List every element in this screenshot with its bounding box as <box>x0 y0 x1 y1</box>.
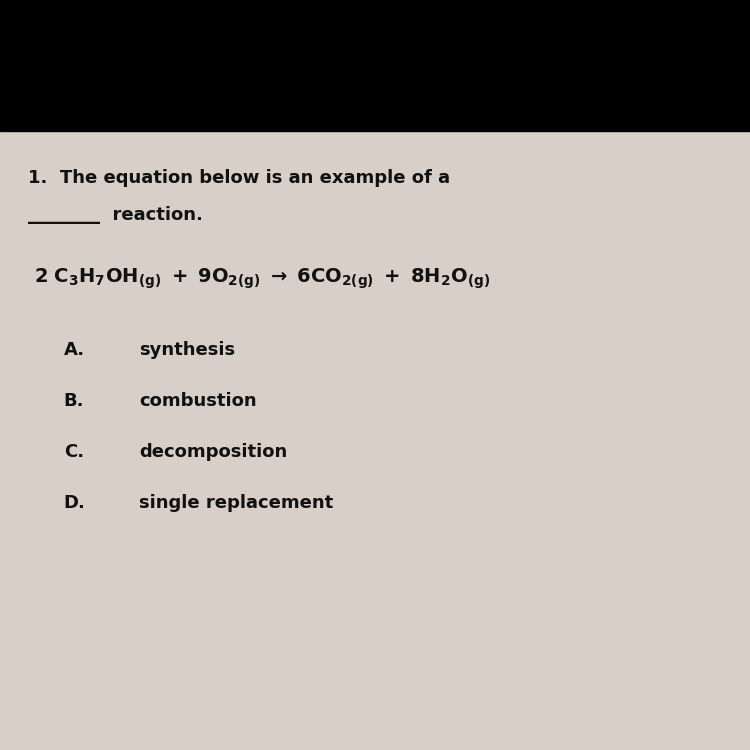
Text: 1.  The equation below is an example of a: 1. The equation below is an example of a <box>28 169 451 187</box>
Text: A.: A. <box>64 341 85 359</box>
Text: single replacement: single replacement <box>139 494 333 512</box>
Text: C.: C. <box>64 443 84 461</box>
Text: B.: B. <box>64 392 84 410</box>
Text: synthesis: synthesis <box>139 341 235 359</box>
FancyBboxPatch shape <box>0 0 750 131</box>
Text: combustion: combustion <box>139 392 256 410</box>
Text: $\mathregular{\mathbf{2\ C_3H_7OH_{(g)}\ +\ 9O_{2(g)}\ \rightarrow\ 6CO_{2(g)}\ : $\mathregular{\mathbf{2\ C_3H_7OH_{(g)}\… <box>34 266 490 291</box>
Text: ________  reaction.: ________ reaction. <box>28 206 203 224</box>
Text: D.: D. <box>64 494 86 512</box>
Text: decomposition: decomposition <box>139 443 287 461</box>
